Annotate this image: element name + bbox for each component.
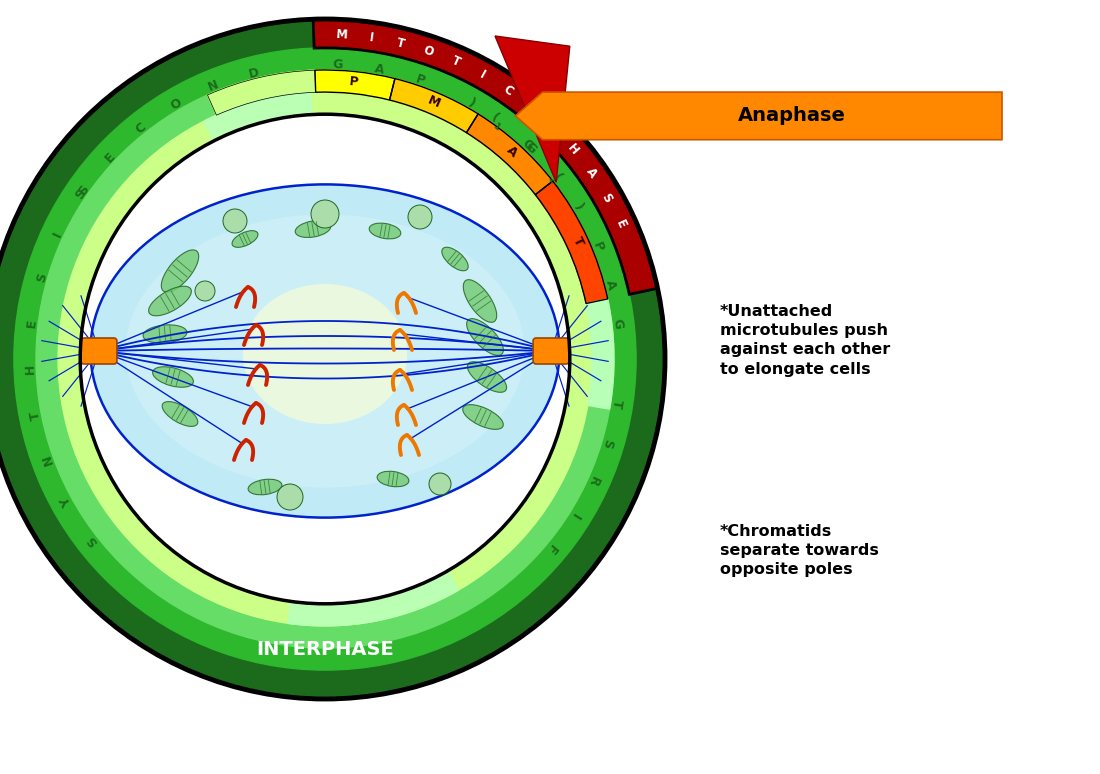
Text: 1: 1 <box>492 121 502 132</box>
Text: G: G <box>610 318 625 330</box>
Text: P: P <box>414 72 427 87</box>
Text: M: M <box>336 28 349 42</box>
Wedge shape <box>466 114 552 195</box>
Text: Y: Y <box>59 495 75 509</box>
Text: I: I <box>51 230 65 239</box>
Wedge shape <box>204 92 312 141</box>
Text: T: T <box>29 409 43 421</box>
Text: ): ) <box>466 96 477 111</box>
Text: H: H <box>565 142 581 157</box>
Wedge shape <box>314 19 658 294</box>
Circle shape <box>408 205 432 229</box>
Ellipse shape <box>90 184 560 518</box>
Text: S: S <box>85 533 100 548</box>
Text: P: P <box>590 240 605 253</box>
Text: 2: 2 <box>546 174 557 185</box>
Wedge shape <box>389 79 478 132</box>
Text: N: N <box>207 78 221 94</box>
Text: I: I <box>477 68 487 82</box>
Ellipse shape <box>143 325 187 343</box>
Text: ): ) <box>571 202 585 214</box>
Ellipse shape <box>468 361 507 392</box>
Text: (: ( <box>488 111 502 125</box>
Text: R: R <box>585 474 602 488</box>
Text: INTERPHASE: INTERPHASE <box>256 640 394 659</box>
Ellipse shape <box>232 231 258 248</box>
Text: M: M <box>426 94 442 111</box>
Ellipse shape <box>295 221 331 238</box>
Text: (: ( <box>550 171 564 184</box>
Text: S: S <box>600 190 615 204</box>
Circle shape <box>277 484 302 510</box>
Circle shape <box>58 92 592 626</box>
Text: E: E <box>25 318 40 328</box>
Text: G: G <box>519 136 536 153</box>
Text: O: O <box>168 97 184 113</box>
Text: T: T <box>570 235 585 248</box>
Circle shape <box>195 281 214 301</box>
Ellipse shape <box>370 223 400 239</box>
Text: T: T <box>395 36 406 50</box>
Text: S: S <box>76 183 91 197</box>
Text: N: N <box>40 453 56 467</box>
Circle shape <box>0 19 666 699</box>
Circle shape <box>36 70 614 648</box>
Text: *Chromatids
separate towards
opposite poles: *Chromatids separate towards opposite po… <box>720 524 879 577</box>
Wedge shape <box>208 70 316 115</box>
Text: T: T <box>609 399 624 409</box>
Ellipse shape <box>377 471 409 487</box>
Ellipse shape <box>125 214 525 488</box>
Text: I: I <box>368 31 374 44</box>
Ellipse shape <box>162 250 199 292</box>
Text: E: E <box>613 217 628 230</box>
Text: I: I <box>568 511 581 522</box>
Text: A: A <box>373 62 385 77</box>
Text: O: O <box>421 43 436 59</box>
FancyBboxPatch shape <box>81 338 117 364</box>
Wedge shape <box>288 571 459 626</box>
Text: S: S <box>600 437 615 450</box>
Text: C: C <box>500 83 515 98</box>
Circle shape <box>80 115 570 604</box>
Text: D: D <box>248 66 261 80</box>
Text: G: G <box>332 58 343 71</box>
Text: F: F <box>543 541 559 556</box>
Ellipse shape <box>463 405 504 430</box>
Text: A: A <box>583 166 598 180</box>
Circle shape <box>311 200 339 228</box>
Text: P: P <box>349 75 360 89</box>
Text: *Unattached
microtubules push
against each other
to elongate cells: *Unattached microtubules push against ea… <box>720 304 890 377</box>
Text: S: S <box>73 187 88 201</box>
Ellipse shape <box>148 286 191 316</box>
Circle shape <box>223 209 248 233</box>
Circle shape <box>429 473 451 495</box>
FancyBboxPatch shape <box>534 338 569 364</box>
Wedge shape <box>586 299 614 409</box>
Ellipse shape <box>466 319 504 355</box>
Text: A: A <box>504 144 519 160</box>
Polygon shape <box>516 92 1002 139</box>
Text: H: H <box>24 364 37 375</box>
Text: G: G <box>522 139 539 156</box>
Text: S: S <box>34 272 50 284</box>
Wedge shape <box>315 70 395 100</box>
Ellipse shape <box>243 284 407 424</box>
Text: C: C <box>133 121 148 136</box>
Text: P: P <box>546 120 561 135</box>
Ellipse shape <box>442 247 469 271</box>
Ellipse shape <box>153 367 194 387</box>
Text: T: T <box>450 54 462 70</box>
Circle shape <box>80 115 570 604</box>
Ellipse shape <box>463 279 497 322</box>
Polygon shape <box>495 36 570 182</box>
Circle shape <box>14 48 636 670</box>
Ellipse shape <box>249 479 282 495</box>
Text: Anaphase: Anaphase <box>738 106 846 125</box>
Ellipse shape <box>162 402 198 426</box>
Wedge shape <box>536 181 607 303</box>
Text: A: A <box>603 279 618 291</box>
Text: E: E <box>102 149 118 165</box>
